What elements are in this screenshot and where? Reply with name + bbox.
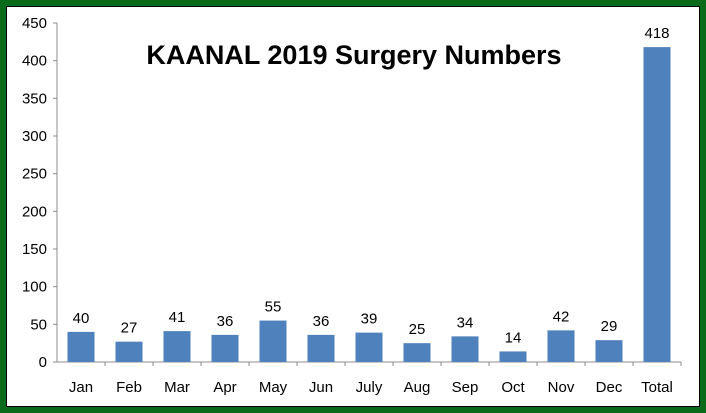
bar-aug [403,343,431,362]
bar-mar [163,331,191,362]
bar-jun [307,334,335,362]
data-label-total: 418 [644,25,669,42]
x-tick-label-mar: Mar [164,379,190,396]
x-tick-label-apr: Apr [213,379,236,396]
y-tick-label: 400 [22,53,47,70]
bar-oct [499,351,527,362]
bars [67,47,671,363]
y-tick-label: 0 [39,354,47,371]
data-label-jun: 36 [313,313,330,330]
x-tick-label-dec: Dec [596,379,623,396]
x-tick-label-aug: Aug [404,379,431,396]
y-tick-label: 250 [22,166,47,183]
data-label-sep: 34 [457,314,474,331]
x-tick-label-may: May [259,379,288,396]
x-tick-labels: Jan Feb Mar Apr May Jun July Aug Sep Oct Nov Dec Tot… [69,379,673,396]
y-tick-label: 50 [30,316,47,333]
x-tick-label-jun: Jun [309,379,333,396]
bar-dec [595,340,623,362]
y-tick-label: 350 [22,90,47,107]
y-tick-labels: 0 50 100 150 200 250 300 350 400 450 [22,15,47,371]
chart-title: KAANAL 2019 Surgery Numbers [146,40,561,70]
x-tick-label-july: July [356,379,383,396]
bar-feb [115,341,143,362]
data-label-aug: 25 [409,321,426,338]
x-tick-label-jan: Jan [69,379,93,396]
data-label-nov: 42 [553,308,570,325]
y-tick-label: 450 [22,15,47,32]
data-label-mar: 41 [169,309,186,326]
x-tick-label-oct: Oct [501,379,525,396]
y-tick-label: 300 [22,128,47,145]
bar-jan [67,331,95,362]
bar-may [259,320,287,362]
data-label-oct: 14 [505,329,522,346]
y-tick-label: 150 [22,241,47,258]
data-labels: 40 27 41 36 55 36 39 25 34 14 42 29 418 [73,25,670,346]
bar-sep [451,336,479,362]
x-tick-label-nov: Nov [548,379,575,396]
data-label-feb: 27 [121,320,138,337]
chart-area [6,6,700,407]
data-label-july: 39 [361,311,378,328]
y-tick-label: 200 [22,203,47,220]
y-tick-label: 100 [22,279,47,296]
data-label-jan: 40 [73,310,90,327]
x-tick-label-feb: Feb [116,379,142,396]
bar-nov [547,330,575,362]
data-label-dec: 29 [601,318,618,335]
data-label-may: 55 [265,299,282,316]
x-tick-label-sep: Sep [452,379,479,396]
bar-july [355,332,383,362]
x-tick-label-total: Total [641,379,673,396]
bar-total [643,47,671,363]
data-label-apr: 36 [217,313,234,330]
bar-apr [211,334,239,362]
